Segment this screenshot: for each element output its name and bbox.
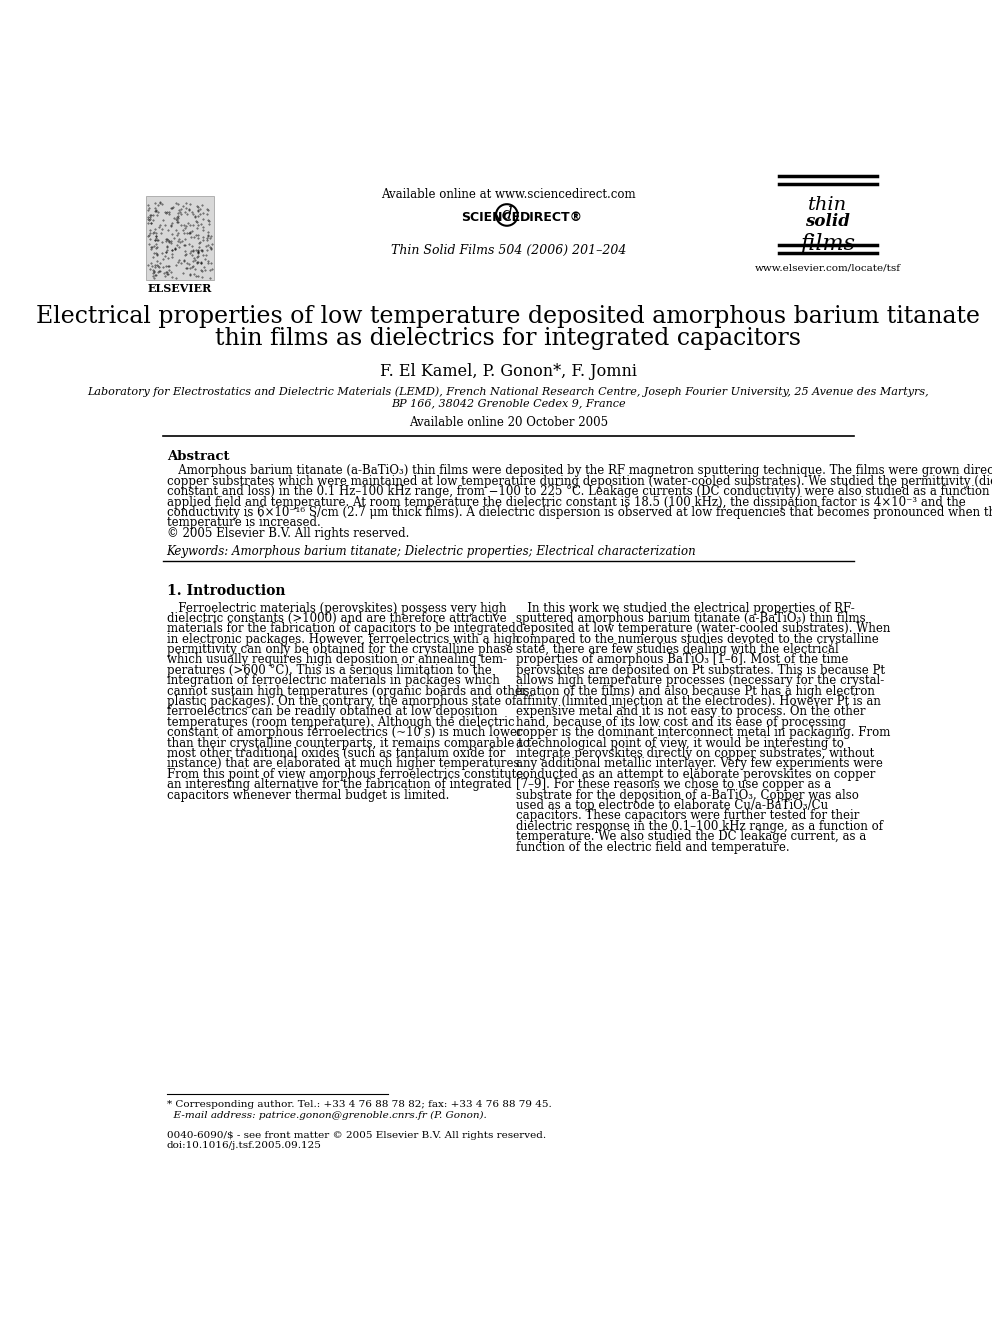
Text: Keywords: Amorphous barium titanate; Dielectric properties; Electrical character: Keywords: Amorphous barium titanate; Die… [167, 545, 696, 558]
Text: From this point of view amorphous ferroelectrics constitute: From this point of view amorphous ferroe… [167, 767, 523, 781]
Text: In this work we studied the electrical properties of RF-: In this work we studied the electrical p… [516, 602, 855, 614]
Text: which usually requires high deposition or annealing tem-: which usually requires high deposition o… [167, 654, 507, 667]
Text: temperature. We also studied the DC leakage current, as a: temperature. We also studied the DC leak… [516, 831, 866, 843]
Text: an interesting alternative for the fabrication of integrated: an interesting alternative for the fabri… [167, 778, 511, 791]
Text: state, there are few studies dealing with the electrical: state, there are few studies dealing wit… [516, 643, 839, 656]
Text: allows high temperature processes (necessary for the crystal-: allows high temperature processes (neces… [516, 675, 885, 687]
Text: Laboratory for Electrostatics and Dielectric Materials (LEMD), French National R: Laboratory for Electrostatics and Dielec… [87, 386, 930, 397]
Text: hand, because of its low cost and its ease of processing: hand, because of its low cost and its ea… [516, 716, 846, 729]
Text: thin films as dielectrics for integrated capacitors: thin films as dielectrics for integrated… [215, 327, 802, 349]
Text: BP 166, 38042 Grenoble Cedex 9, France: BP 166, 38042 Grenoble Cedex 9, France [391, 398, 626, 409]
Text: than their crystalline counterparts, it remains comparable to: than their crystalline counterparts, it … [167, 737, 530, 750]
Text: d: d [502, 206, 512, 224]
Text: doi:10.1016/j.tsf.2005.09.125: doi:10.1016/j.tsf.2005.09.125 [167, 1142, 321, 1150]
Text: most other traditional oxides (such as tantalum oxide for: most other traditional oxides (such as t… [167, 747, 505, 759]
Text: lisation of the films) and also because Pt has a high electron: lisation of the films) and also because … [516, 685, 875, 697]
Text: www.elsevier.com/locate/tsf: www.elsevier.com/locate/tsf [755, 263, 901, 273]
Text: any additional metallic interlayer. Very few experiments were: any additional metallic interlayer. Very… [516, 758, 883, 770]
Text: sputtered amorphous barium titanate (a-BaTiO₃) thin films: sputtered amorphous barium titanate (a-B… [516, 613, 866, 624]
Text: permittivity can only be obtained for the crystalline phase: permittivity can only be obtained for th… [167, 643, 513, 656]
Text: Electrical properties of low temperature deposited amorphous barium titanate: Electrical properties of low temperature… [37, 306, 980, 328]
Text: E-mail address: patrice.gonon@grenoble.cnrs.fr (P. Gonon).: E-mail address: patrice.gonon@grenoble.c… [167, 1110, 486, 1119]
Text: Amorphous barium titanate (a-BaTiO₃) thin films were deposited by the RF magnetr: Amorphous barium titanate (a-BaTiO₃) thi… [167, 464, 992, 478]
FancyBboxPatch shape [146, 196, 214, 280]
Text: instance) that are elaborated at much higher temperatures.: instance) that are elaborated at much hi… [167, 758, 523, 770]
Text: SCIENCE: SCIENCE [461, 212, 520, 224]
Text: compared to the numerous studies devoted to the crystalline: compared to the numerous studies devoted… [516, 632, 879, 646]
Text: integration of ferroelectric materials in packages which: integration of ferroelectric materials i… [167, 675, 500, 687]
Text: Ferroelectric materials (perovskites) possess very high: Ferroelectric materials (perovskites) po… [167, 602, 506, 614]
Text: conductivity is 6×10⁻¹⁶ S/cm (2.7 μm thick films). A dielectric dispersion is ob: conductivity is 6×10⁻¹⁶ S/cm (2.7 μm thi… [167, 505, 992, 519]
Text: in electronic packages. However, ferroelectrics with a high: in electronic packages. However, ferroel… [167, 632, 519, 646]
Text: peratures (>600 °C). This is a serious limitation to the: peratures (>600 °C). This is a serious l… [167, 664, 491, 677]
Text: copper substrates which were maintained at low temperature during deposition (wa: copper substrates which were maintained … [167, 475, 992, 488]
Text: plastic packages). On the contrary, the amorphous state of: plastic packages). On the contrary, the … [167, 695, 516, 708]
Text: used as a top electrode to elaborate Cu/a-BaTiO₃/Cu: used as a top electrode to elaborate Cu/… [516, 799, 828, 812]
Text: constant and loss) in the 0.1 Hz–100 kHz range, from −100 to 225 °C. Leakage cur: constant and loss) in the 0.1 Hz–100 kHz… [167, 486, 992, 499]
Text: © 2005 Elsevier B.V. All rights reserved.: © 2005 Elsevier B.V. All rights reserved… [167, 527, 409, 540]
Text: ELSEVIER: ELSEVIER [148, 283, 212, 295]
Text: a technological point of view, it would be interesting to: a technological point of view, it would … [516, 737, 844, 750]
Text: deposited at low temperature (water-cooled substrates). When: deposited at low temperature (water-cool… [516, 622, 891, 635]
Text: Thin Solid Films 504 (2006) 201–204: Thin Solid Films 504 (2006) 201–204 [391, 243, 626, 257]
Text: expensive metal and it is not easy to process. On the other: expensive metal and it is not easy to pr… [516, 705, 866, 718]
Text: dielectric constants (>1000) and are therefore attractive: dielectric constants (>1000) and are the… [167, 613, 506, 624]
Text: conducted as an attempt to elaborate perovskites on copper: conducted as an attempt to elaborate per… [516, 767, 876, 781]
Text: 1. Introduction: 1. Introduction [167, 583, 285, 598]
Text: ferroelectrics can be readily obtained at low deposition: ferroelectrics can be readily obtained a… [167, 705, 497, 718]
Text: properties of amorphous BaTiO₃ [1–6]. Most of the time: properties of amorphous BaTiO₃ [1–6]. Mo… [516, 654, 848, 667]
Text: perovskites are deposited on Pt substrates. This is because Pt: perovskites are deposited on Pt substrat… [516, 664, 885, 677]
Text: solid: solid [806, 213, 850, 230]
Text: Available online at www.sciencedirect.com: Available online at www.sciencedirect.co… [381, 188, 636, 201]
Text: dielectric response in the 0.1–100 kHz range, as a function of: dielectric response in the 0.1–100 kHz r… [516, 820, 883, 832]
Text: copper is the dominant interconnect metal in packaging. From: copper is the dominant interconnect meta… [516, 726, 891, 740]
Text: [7–9]. For these reasons we chose to use copper as a: [7–9]. For these reasons we chose to use… [516, 778, 831, 791]
Text: cannot sustain high temperatures (organic boards and other: cannot sustain high temperatures (organi… [167, 685, 527, 697]
Text: 0040-6090/$ - see front matter © 2005 Elsevier B.V. All rights reserved.: 0040-6090/$ - see front matter © 2005 El… [167, 1130, 546, 1139]
Text: thin: thin [808, 196, 847, 214]
Text: Abstract: Abstract [167, 450, 229, 463]
Text: DIRECT®: DIRECT® [520, 212, 583, 224]
Text: applied field and temperature. At room temperature the dielectric constant is 18: applied field and temperature. At room t… [167, 496, 965, 508]
Text: constant of amorphous ferroelectrics (~10 s) is much lower: constant of amorphous ferroelectrics (~1… [167, 726, 522, 740]
Text: temperatures (room temperature). Although the dielectric: temperatures (room temperature). Althoug… [167, 716, 514, 729]
Text: substrate for the deposition of a-BaTiO₃. Copper was also: substrate for the deposition of a-BaTiO₃… [516, 789, 859, 802]
Text: function of the electric field and temperature.: function of the electric field and tempe… [516, 840, 790, 853]
Text: Available online 20 October 2005: Available online 20 October 2005 [409, 415, 608, 429]
Text: temperature is increased.: temperature is increased. [167, 516, 320, 529]
Text: integrate perovskites directly on copper substrates, without: integrate perovskites directly on copper… [516, 747, 874, 759]
Text: capacitors. These capacitors were further tested for their: capacitors. These capacitors were furthe… [516, 810, 859, 823]
Text: films: films [801, 233, 855, 255]
Text: * Corresponding author. Tel.: +33 4 76 88 78 82; fax: +33 4 76 88 79 45.: * Corresponding author. Tel.: +33 4 76 8… [167, 1099, 552, 1109]
Text: affinity (limited injection at the electrodes). However Pt is an: affinity (limited injection at the elect… [516, 695, 881, 708]
Text: materials for the fabrication of capacitors to be integrated: materials for the fabrication of capacit… [167, 622, 516, 635]
Text: F. El Kamel, P. Gonon*, F. Jomni: F. El Kamel, P. Gonon*, F. Jomni [380, 363, 637, 380]
Text: capacitors whenever thermal budget is limited.: capacitors whenever thermal budget is li… [167, 789, 449, 802]
